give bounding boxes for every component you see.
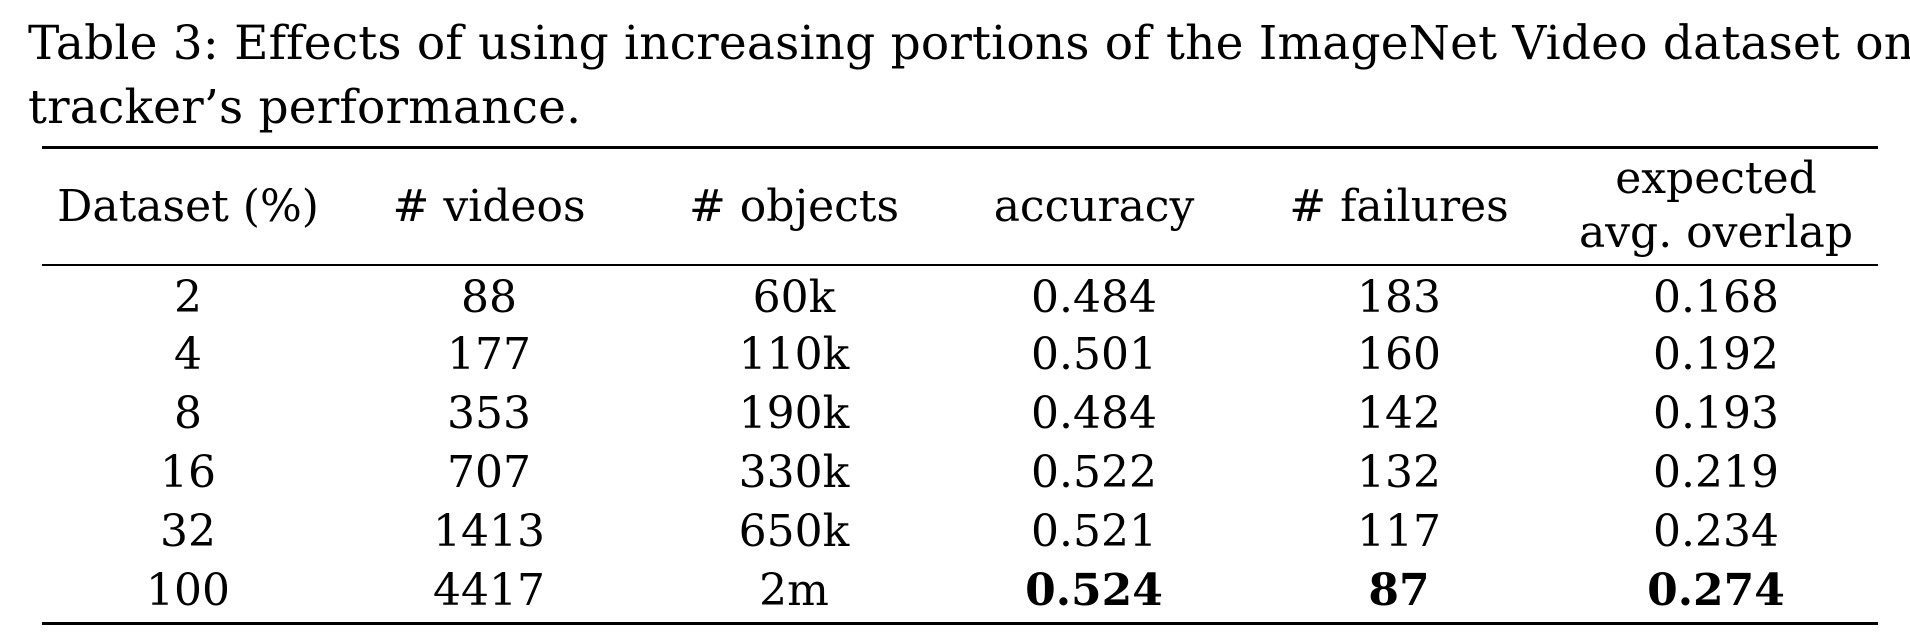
cell-videos: 4417 xyxy=(433,565,545,616)
header-eao-line-1: expected xyxy=(1615,153,1817,204)
cell-videos: 707 xyxy=(447,447,531,498)
cell-objects: 60k xyxy=(752,272,836,323)
top-rule xyxy=(42,146,1878,149)
cell-objects: 330k xyxy=(738,447,850,498)
cell-accuracy: 0.524 xyxy=(1025,565,1163,616)
cell-expected-avg-overlap: 0.274 xyxy=(1647,565,1785,616)
cell-dataset: 8 xyxy=(174,388,202,439)
header-expected-avg-overlap: expected avg. overlap xyxy=(1554,146,1878,266)
cell-expected-avg-overlap: 0.193 xyxy=(1653,388,1779,439)
caption-line-1: Table 3: Effects of using increasing por… xyxy=(28,16,1910,71)
caption-line-2: tracker’s performance. xyxy=(28,80,582,135)
cell-failures: 132 xyxy=(1357,447,1441,498)
table-row: 32 1413 650k 0.521 117 0.234 xyxy=(42,502,1878,561)
cell-dataset: 100 xyxy=(146,565,230,616)
header-row: Dataset (%) # videos # objects accuracy … xyxy=(42,146,1878,266)
cell-objects: 650k xyxy=(738,506,850,557)
cell-dataset: 16 xyxy=(160,447,216,498)
header-failures: # failures xyxy=(1289,180,1509,232)
cell-videos: 1413 xyxy=(433,506,545,557)
bottom-rule xyxy=(42,622,1878,625)
cell-failures: 87 xyxy=(1368,565,1430,616)
cell-videos: 88 xyxy=(461,272,517,323)
cell-expected-avg-overlap: 0.219 xyxy=(1653,447,1779,498)
cell-objects: 190k xyxy=(738,388,850,439)
table-caption: Table 3: Effects of using increasing por… xyxy=(28,12,1910,140)
cell-expected-avg-overlap: 0.168 xyxy=(1653,272,1779,323)
cell-failures: 183 xyxy=(1357,272,1441,323)
cell-expected-avg-overlap: 0.234 xyxy=(1653,506,1779,557)
cell-expected-avg-overlap: 0.192 xyxy=(1653,329,1779,380)
cell-objects: 110k xyxy=(738,329,850,380)
table-body: 2 88 60k 0.484 183 0.168 4 177 110k 0.501 160 0.192… xyxy=(42,266,1878,620)
table-row: 8 353 190k 0.484 142 0.193 xyxy=(42,384,1878,443)
header-objects: # objects xyxy=(688,180,900,232)
cell-videos: 177 xyxy=(447,329,531,380)
cell-accuracy: 0.521 xyxy=(1031,506,1157,557)
cell-failures: 142 xyxy=(1357,388,1441,439)
table-row: 16 707 330k 0.522 132 0.219 xyxy=(42,443,1878,502)
header-rule xyxy=(42,264,1878,266)
cell-accuracy: 0.501 xyxy=(1031,329,1157,380)
cell-failures: 160 xyxy=(1357,329,1441,380)
table-row: 2 88 60k 0.484 183 0.168 xyxy=(42,266,1878,325)
cell-dataset: 32 xyxy=(160,506,216,557)
results-table: Dataset (%) # videos # objects accuracy … xyxy=(42,146,1878,620)
table-row: 4 177 110k 0.501 160 0.192 xyxy=(42,325,1878,384)
cell-videos: 353 xyxy=(447,388,531,439)
cell-dataset: 4 xyxy=(174,329,202,380)
cell-accuracy: 0.484 xyxy=(1031,272,1157,323)
header-eao-line-2: avg. overlap xyxy=(1578,207,1854,258)
cell-accuracy: 0.484 xyxy=(1031,388,1157,439)
header-videos: # videos xyxy=(392,180,586,232)
cell-objects: 2m xyxy=(759,565,829,616)
cell-dataset: 2 xyxy=(174,272,202,323)
table-row: 100 4417 2m 0.524 87 0.274 xyxy=(42,561,1878,620)
cell-accuracy: 0.522 xyxy=(1031,447,1157,498)
cell-failures: 117 xyxy=(1357,506,1441,557)
header-accuracy: accuracy xyxy=(993,180,1195,232)
header-dataset: Dataset (%) xyxy=(57,180,319,232)
